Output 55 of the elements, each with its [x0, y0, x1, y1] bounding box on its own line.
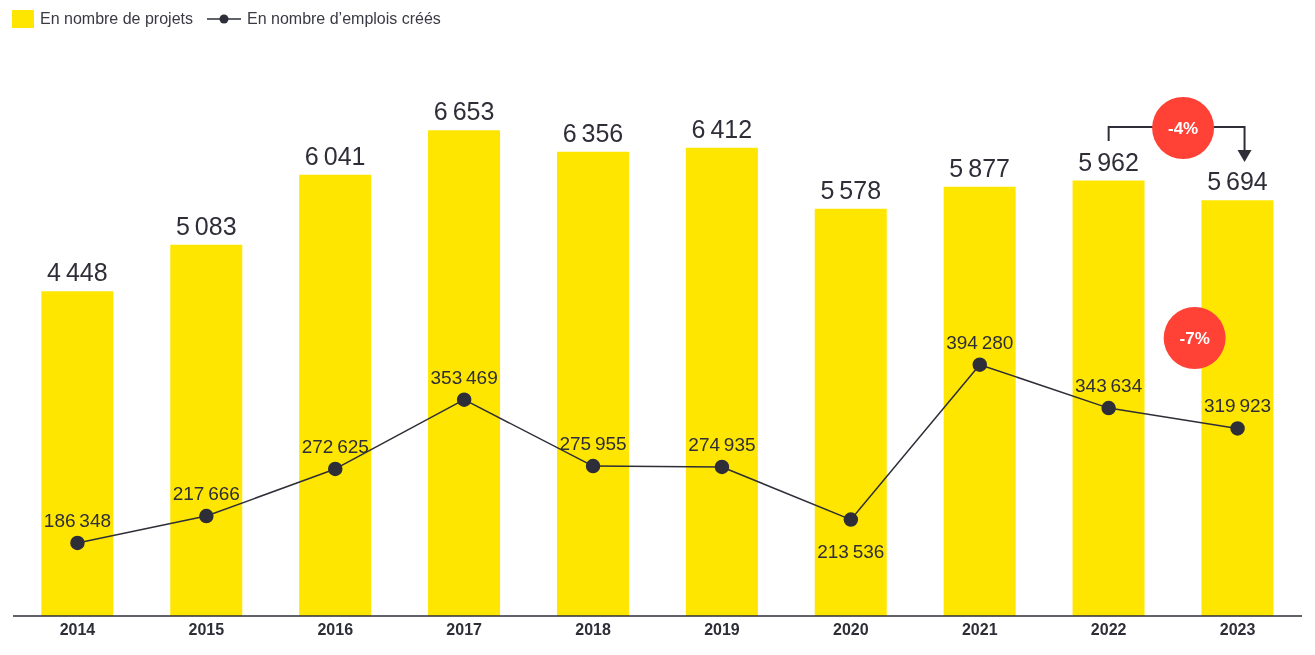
data-label: 5 877	[949, 153, 1010, 182]
bar	[1072, 180, 1145, 616]
annotation: -4%	[1167, 119, 1199, 138]
circle-badge: -4%	[1152, 97, 1215, 159]
data-label: 275 955	[559, 433, 627, 455]
point	[456, 392, 472, 407]
point	[70, 535, 85, 551]
data-label: 5 083	[175, 211, 237, 240]
point	[328, 461, 343, 477]
point	[199, 508, 214, 524]
data-label: 6 356	[562, 118, 624, 147]
x-tick-label: 2017	[446, 621, 483, 639]
data-label: 274 935	[688, 433, 756, 455]
x-tick-label: 2018	[575, 621, 611, 639]
x-tick-label: 2019	[704, 621, 740, 639]
point	[1101, 400, 1116, 416]
data-label: 5 962	[1078, 147, 1139, 176]
x-tick-label: 2015	[188, 621, 225, 639]
data-label: 6 412	[691, 114, 753, 143]
annotation: -7%	[1179, 329, 1210, 348]
legend-label: En nombre d’emplois créés	[246, 10, 441, 28]
bar	[685, 147, 758, 616]
point	[972, 357, 987, 372]
data-label: 213 536	[817, 540, 885, 562]
data-label: 186 348	[43, 509, 112, 531]
point	[585, 458, 601, 474]
data-label: 6 041	[304, 141, 366, 170]
point	[1230, 421, 1245, 436]
data-label: 272 625	[301, 435, 369, 457]
bar	[428, 130, 501, 616]
bar	[41, 291, 114, 616]
bar	[170, 244, 243, 616]
x-tick-label: 2014	[59, 621, 96, 639]
point	[714, 459, 730, 475]
data-label: 319 923	[1203, 395, 1272, 417]
data-label: 394 280	[946, 331, 1014, 353]
legend-label: En nombre de projets	[40, 10, 193, 28]
data-label: 4 448	[47, 258, 108, 287]
x-tick-label: 2022	[1090, 621, 1127, 639]
bar	[556, 151, 629, 616]
point	[843, 512, 859, 527]
x-tick-label: 2023	[1219, 621, 1256, 639]
data-label: 343 634	[1075, 375, 1143, 397]
x-tick-label: 2020	[833, 621, 869, 639]
data-label: 5 578	[820, 175, 882, 204]
data-label: 217 666	[172, 483, 240, 505]
bar	[814, 208, 887, 616]
data-label: 5 694	[1207, 167, 1268, 196]
bar	[943, 186, 1016, 616]
data-label: 6 653	[433, 97, 495, 126]
data-label: 353 469	[430, 366, 498, 388]
x-tick-label: 2016	[317, 621, 354, 639]
x-tick-label: 2021	[961, 621, 998, 639]
bar	[299, 174, 372, 616]
circle-badge: -7%	[1163, 307, 1226, 369]
